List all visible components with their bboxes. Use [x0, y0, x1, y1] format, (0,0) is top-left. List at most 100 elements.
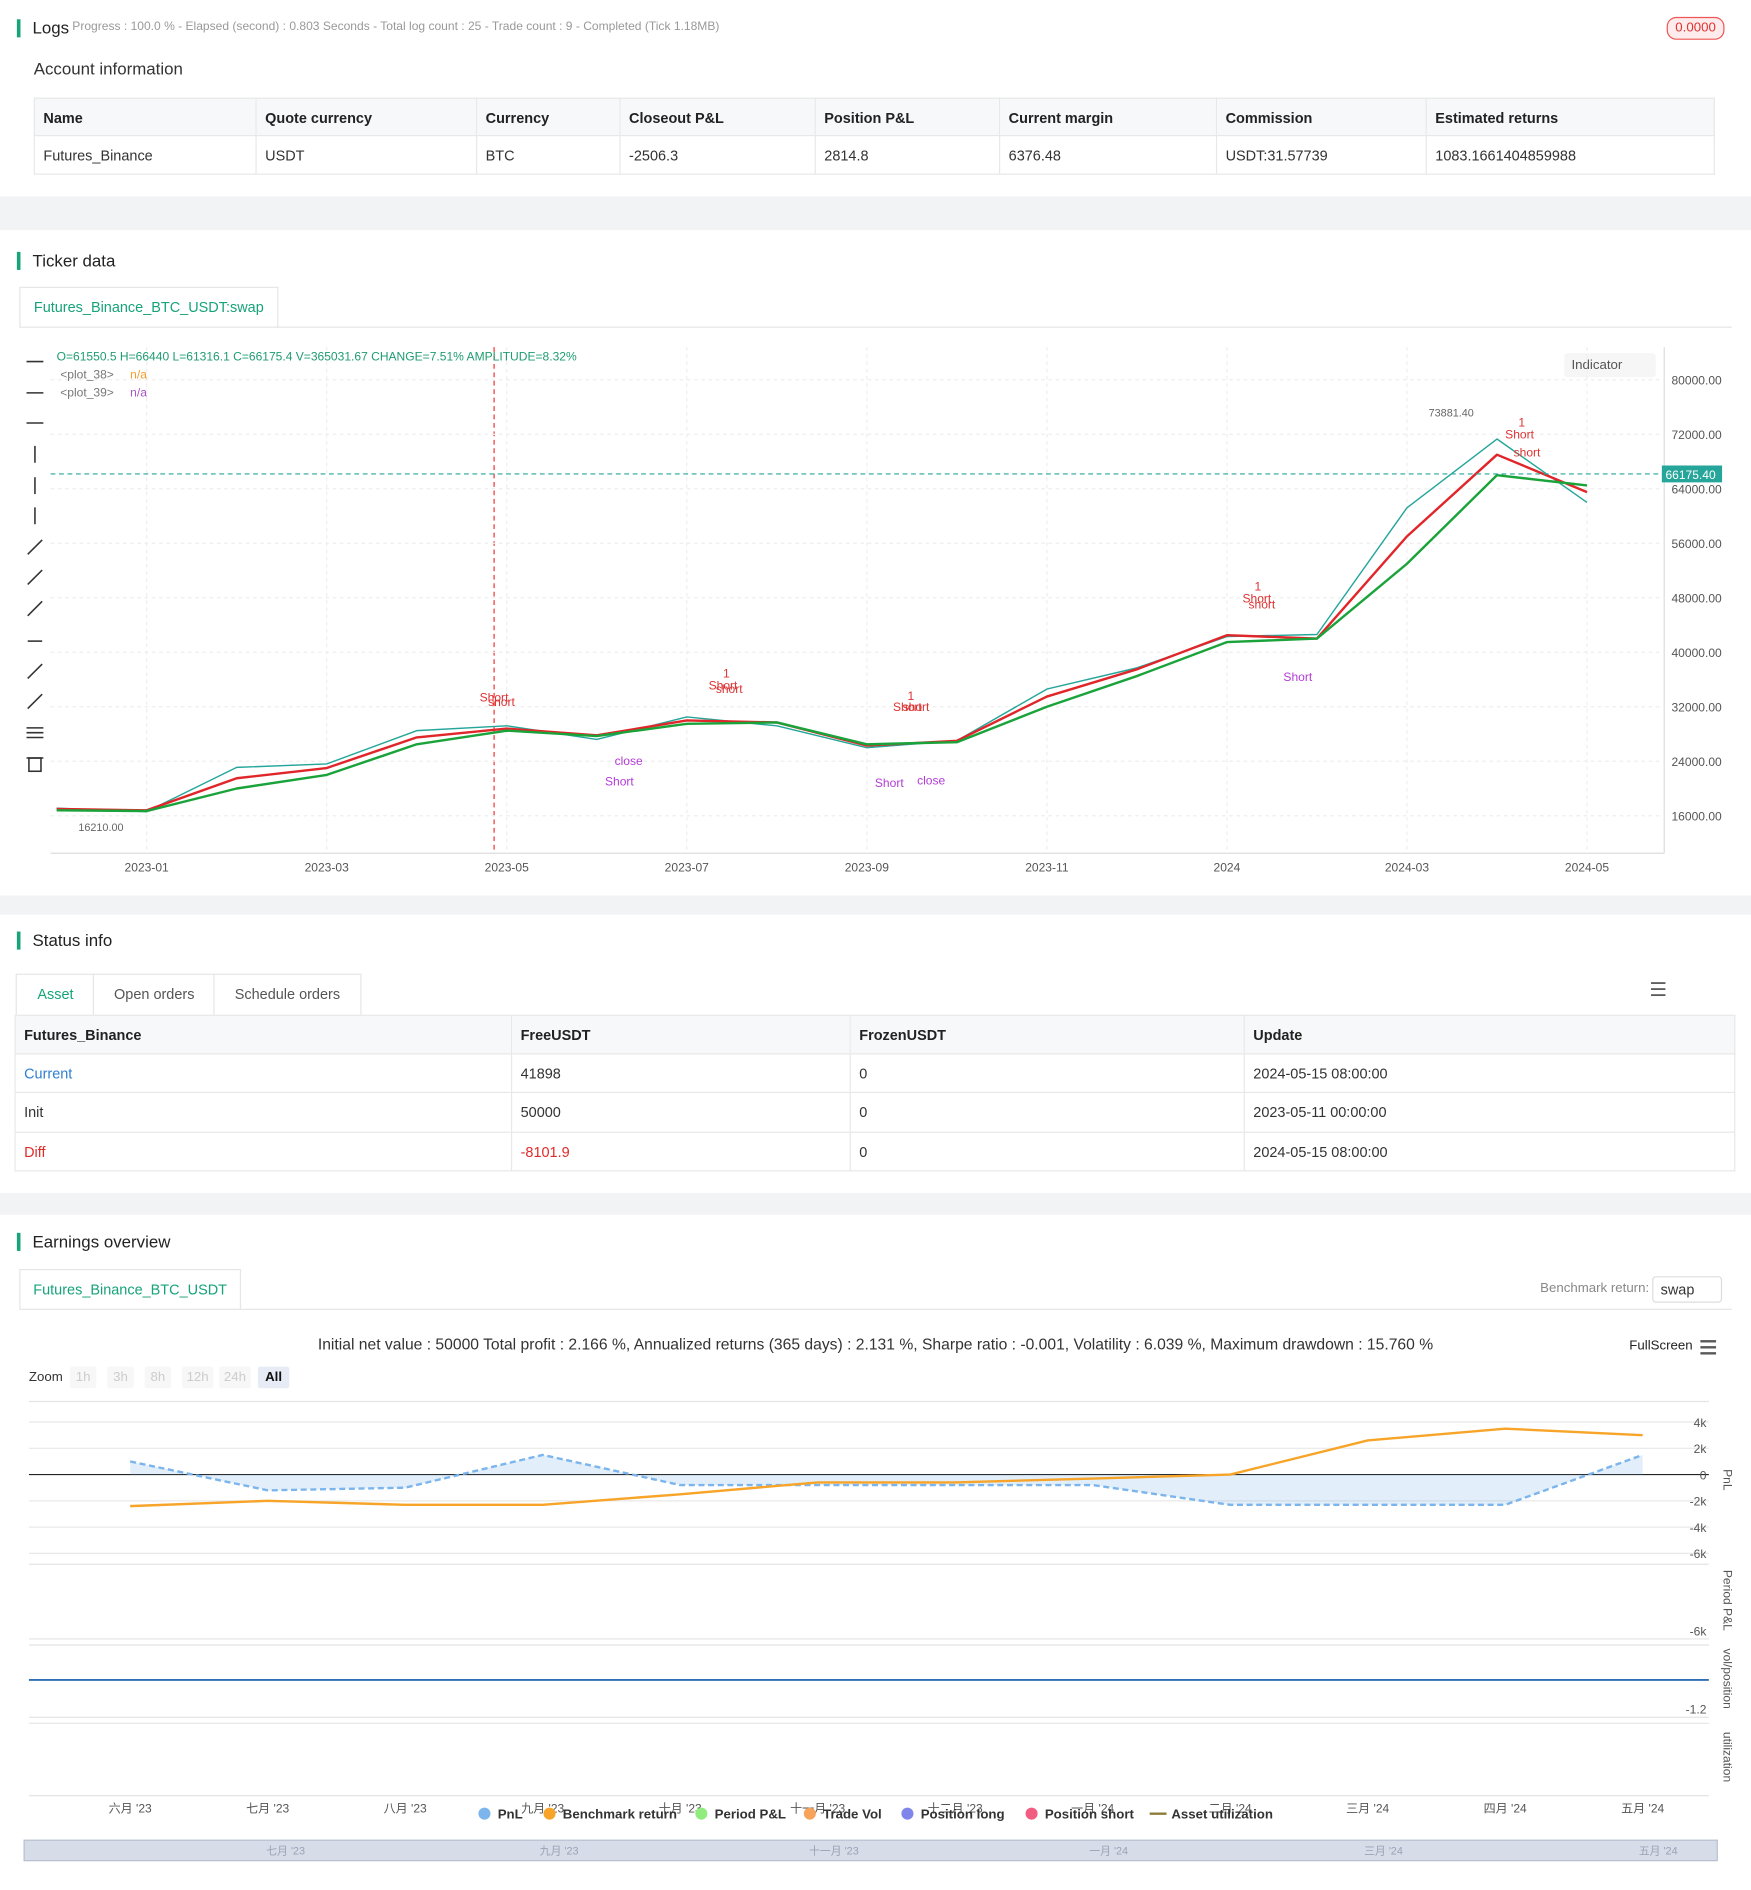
separator [0, 196, 1751, 231]
legend-symbol [543, 1807, 556, 1820]
tab[interactable]: Futures_Binance_BTC_USDT [19, 1268, 242, 1310]
legend-value: n/a [130, 367, 147, 381]
legend-entry[interactable]: Asset utilization [1171, 1806, 1273, 1821]
benchmark-label: Benchmark return: [1540, 1281, 1650, 1296]
zoom-button[interactable]: 24h [219, 1366, 251, 1389]
y-tick-label: 64000.00 [1671, 483, 1722, 497]
extreme-label: 73881.40 [1429, 408, 1474, 420]
ohlc-readout: O=61550.5 H=66440 L=61316.1 C=66175.4 V=… [57, 349, 577, 363]
tab-line [19, 1308, 1732, 1310]
x-tick-label: 2023-01 [125, 860, 170, 874]
tab[interactable]: Open orders [92, 973, 216, 1015]
fullscreen-button[interactable]: FullScreen [1629, 1338, 1693, 1354]
table-header: Current margin [1000, 97, 1218, 137]
trade-label: Short [605, 775, 634, 789]
zoom-button[interactable]: 8h [144, 1366, 172, 1389]
y-tick-label: -1.2 [1686, 1703, 1707, 1717]
legend-entry[interactable]: Period P&L [715, 1806, 786, 1821]
x-tick-label: 2023-03 [305, 860, 350, 874]
table-header: Estimated returns [1426, 97, 1715, 137]
y-tick-label: 0 [1700, 1468, 1707, 1482]
table-header: FrozenUSDT [850, 1014, 1245, 1054]
x-tick-label: 六月 '23 [109, 1801, 152, 1815]
zoom-button[interactable]: 1h [69, 1366, 97, 1389]
y-tick-label: 2k [1694, 1442, 1708, 1456]
table-cell: 0 [850, 1093, 1245, 1133]
series-line [129, 1453, 1644, 1507]
y-tick-label: 16000.00 [1671, 810, 1722, 824]
trade-label: 1 [907, 689, 914, 703]
table-cell: -2506.3 [620, 136, 816, 175]
y-tick-label: 80000.00 [1671, 374, 1722, 388]
section-title: Status info [16, 931, 112, 950]
legend-entry[interactable]: Trade Vol [823, 1806, 882, 1821]
x-tick-label: 三月 '24 [1346, 1801, 1389, 1815]
table-header: Quote currency [256, 97, 478, 137]
x-tick-label: 2024-05 [1565, 860, 1610, 874]
x-tick-label: 2023-11 [1025, 860, 1069, 874]
tab[interactable]: Asset [15, 973, 96, 1015]
legend-symbol [803, 1807, 816, 1820]
trade-label: Short [709, 678, 738, 692]
y-tick-label: -2k [1690, 1495, 1708, 1509]
series-line [130, 1427, 1643, 1508]
zoom-label: Zoom [28, 1370, 63, 1385]
section-title: Ticker data [16, 251, 115, 270]
last-price-label: 66175.40 [1665, 468, 1716, 482]
indicator-button[interactable]: Indicator [1564, 353, 1656, 378]
separator [0, 895, 1751, 915]
legend-entry[interactable]: Benchmark return [563, 1806, 677, 1821]
header-icons [1650, 982, 1717, 1355]
x-tick-label: 八月 '23 [384, 1801, 427, 1815]
zoom-button[interactable]: 3h [107, 1366, 134, 1389]
trade-label: short [1514, 446, 1541, 460]
table-header: Position P&L [815, 97, 1001, 137]
toolbar [26, 360, 44, 773]
y-tick-label: -6k [1690, 1624, 1708, 1638]
y-tick-label: 24000.00 [1671, 755, 1722, 769]
tab[interactable]: Futures_Binance_BTC_USDT:swap [19, 286, 279, 328]
x-tick-label: 2023-09 [845, 860, 890, 874]
x-tick-label: 一月 '24 [1071, 1801, 1114, 1815]
x-tick-label: 2023-05 [485, 860, 530, 874]
table-cell: 6376.48 [1000, 136, 1218, 175]
table-cell: Init [14, 1093, 513, 1133]
legend-entry[interactable]: Position short [1045, 1806, 1135, 1821]
axis-title: vol/position [1720, 1649, 1734, 1709]
trade-label: short [488, 695, 515, 709]
legend-name: <plot_39> [60, 385, 114, 399]
table-cell: 50000 [512, 1093, 851, 1133]
trade-label: Short [480, 690, 509, 704]
summary: Initial net value : 50000 Total profit :… [317, 1335, 1434, 1354]
trade-label: close [615, 754, 643, 768]
last-price-box [1661, 465, 1723, 483]
navigator-label: 七月 '23 [266, 1845, 305, 1858]
separator [0, 1193, 1751, 1215]
navigator-label: 九月 '23 [540, 1845, 579, 1858]
zoom-button[interactable]: 12h [181, 1366, 214, 1389]
navigator-label: 五月 '24 [1639, 1846, 1678, 1858]
x-tick-label: 七月 '23 [246, 1801, 289, 1815]
x-tick-label: 十月 '23 [659, 1801, 702, 1815]
legend-entry[interactable]: PnL [498, 1806, 523, 1821]
legend-symbol [901, 1807, 914, 1820]
benchmark-select[interactable]: swap [1652, 1276, 1723, 1303]
trade-label: 1 [1255, 579, 1262, 593]
y-tick-label: 48000.00 [1671, 592, 1722, 606]
zoom-button[interactable]: All [257, 1366, 290, 1389]
x-tick-label: 2023-07 [665, 860, 710, 874]
table-header: Name [33, 97, 257, 137]
legend-name: <plot_38> [60, 367, 114, 381]
x-tick-label: 二月 '24 [1209, 1801, 1252, 1815]
y-tick-label: -4k [1690, 1521, 1708, 1535]
tab-line [19, 326, 1732, 328]
legend-entry[interactable]: Position long [921, 1806, 1005, 1821]
x-tick-label: 2024-03 [1385, 860, 1430, 874]
x-tick-label: 四月 '24 [1484, 1801, 1527, 1815]
table-cell: USDT [256, 136, 478, 175]
navigator[interactable] [23, 1839, 1718, 1862]
tab[interactable]: Schedule orders [213, 973, 362, 1015]
